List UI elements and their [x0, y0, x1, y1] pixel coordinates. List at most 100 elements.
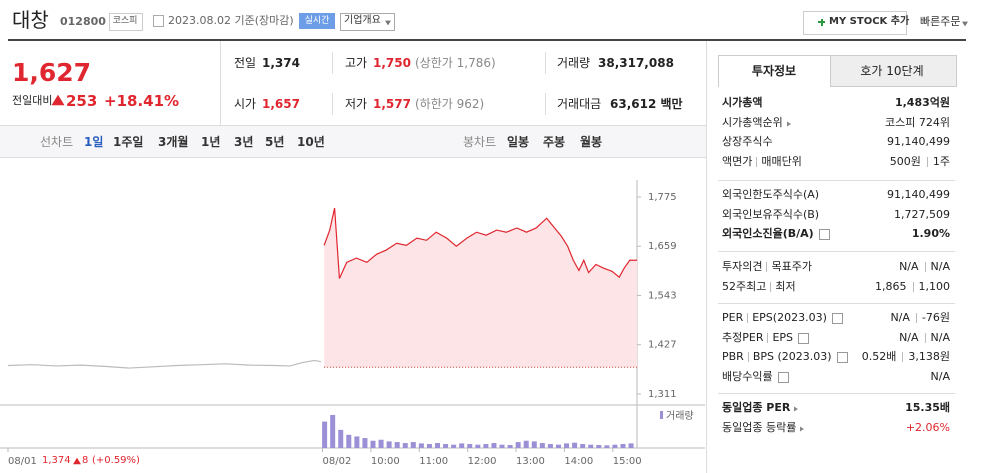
y-tick-label: 1,427	[648, 340, 677, 351]
info-tab[interactable]	[718, 55, 832, 87]
area-fill	[324, 208, 637, 368]
date: 2023.08.02 기준(장마감)	[168, 14, 294, 27]
divider	[332, 52, 333, 74]
info-label: 외국인보유주식수(B)	[722, 207, 820, 221]
volume-bar	[531, 441, 537, 448]
mystock-button[interactable]	[803, 11, 907, 35]
mystock[interactable]: MY STOCK 추가	[829, 16, 910, 27]
volume-bar	[572, 442, 578, 448]
info-label: 외국인소진율(B/A)	[722, 227, 814, 240]
x-tick-label: 12:00	[468, 456, 497, 467]
label: 거래대금	[557, 97, 602, 111]
tab[interactable]: 투자정보	[751, 64, 797, 78]
plus-icon-v	[820, 18, 823, 26]
value: 1,750	[373, 56, 411, 70]
info-label: 액면가	[722, 154, 753, 168]
x-tick-label: 10:00	[371, 456, 400, 467]
x-tick-label: 15:00	[613, 456, 642, 467]
current-price: 1,627	[12, 58, 92, 87]
x-tick-label: 08/02	[323, 456, 352, 467]
period-tab[interactable]: 10년	[297, 135, 325, 149]
info-value: 0.52배	[861, 350, 897, 363]
volume-bar	[523, 440, 529, 448]
volume-bar	[370, 440, 376, 448]
help-icon[interactable]	[836, 352, 848, 363]
separator	[902, 352, 904, 362]
help-icon[interactable]	[818, 229, 830, 240]
price-line	[7, 359, 322, 369]
top-rule	[8, 39, 966, 41]
info-value: 91,140,499	[887, 135, 950, 148]
realtime[interactable]: 실시간	[304, 16, 330, 26]
period-tab[interactable]: 주봉	[543, 135, 566, 149]
separator	[770, 281, 772, 292]
group-divider	[718, 393, 955, 394]
period-tab[interactable]: 일봉	[507, 135, 530, 149]
realtime-badge[interactable]	[299, 13, 335, 29]
quick-order[interactable]: 빠른주문	[920, 15, 961, 28]
help-icon[interactable]	[831, 313, 843, 324]
separator	[766, 262, 768, 272]
limit: (하한가 962)	[415, 97, 485, 111]
info-value: N/A	[899, 330, 919, 344]
prev-rate: (+0.59%)	[92, 455, 140, 466]
up-icon	[51, 94, 65, 106]
volume-bar	[346, 434, 352, 448]
info-value: 91,140,499	[887, 188, 950, 201]
info-label: 목표주가	[771, 260, 812, 273]
group-divider	[718, 251, 955, 252]
volume-bar	[604, 445, 610, 448]
dropdown-icon	[385, 20, 391, 26]
volume-bar	[418, 443, 424, 448]
period-tab[interactable]: 1년	[201, 135, 221, 149]
tab-label: 선차트	[40, 135, 74, 149]
stock-name: 대창	[12, 8, 49, 32]
period-tab[interactable]: 3년	[234, 135, 254, 149]
group-divider	[718, 303, 955, 304]
divider	[706, 41, 707, 473]
info-value: 1,865	[875, 279, 907, 293]
info-label: 매매단위	[761, 154, 802, 168]
volume-bar	[596, 445, 602, 448]
volume-bar	[499, 444, 505, 448]
volume-bar	[612, 444, 618, 448]
period-tab[interactable]: 5년	[265, 135, 285, 149]
volume-bar	[539, 443, 545, 448]
period-tab[interactable]: 1주일	[113, 135, 144, 149]
volume-bar	[580, 444, 586, 448]
volume-bar	[435, 443, 441, 448]
help-icon[interactable]	[777, 371, 789, 383]
stock-code: 012800	[60, 15, 106, 28]
separator	[912, 281, 914, 292]
legend-label: 거래량	[666, 410, 694, 422]
period-tab[interactable]: 3개월	[158, 135, 189, 149]
info-value: N/A	[930, 330, 950, 344]
limit: (상한가 1,786)	[415, 56, 496, 70]
info-label: 동일업종 PER	[722, 401, 791, 414]
label: 고가	[345, 56, 368, 70]
info-label: 시가총액순위	[722, 115, 783, 129]
info-label: PER	[722, 311, 744, 324]
change: 253	[66, 92, 98, 110]
info-label: 최저	[775, 279, 796, 293]
volume-bar	[410, 442, 416, 448]
divider	[332, 93, 333, 115]
value: 38,317,088	[598, 56, 674, 70]
volume-bar	[483, 444, 489, 448]
rate: +18.41%	[104, 92, 180, 110]
info-tab[interactable]	[830, 55, 957, 87]
tab[interactable]: 호가 10단계	[860, 64, 924, 78]
info-label: PBR	[722, 350, 744, 363]
tab-label: 봉차트	[463, 135, 497, 149]
period-tab[interactable]: 1일	[84, 135, 104, 149]
period-tab[interactable]: 월봉	[580, 135, 603, 149]
dropdown-icon	[962, 21, 968, 27]
company[interactable]: 기업개요	[344, 15, 381, 26]
info-value: 15.35배	[905, 401, 950, 414]
prev-close: 1,374	[42, 455, 71, 466]
price-chart: 1,311 1,427 1,543 1,659 1,775 08/01 08/02 10:00…	[0, 180, 705, 467]
company-button[interactable]	[340, 13, 395, 31]
info-value: 1,727,509	[894, 207, 950, 221]
info-value: N/A	[899, 260, 919, 273]
help-icon[interactable]	[798, 332, 810, 344]
